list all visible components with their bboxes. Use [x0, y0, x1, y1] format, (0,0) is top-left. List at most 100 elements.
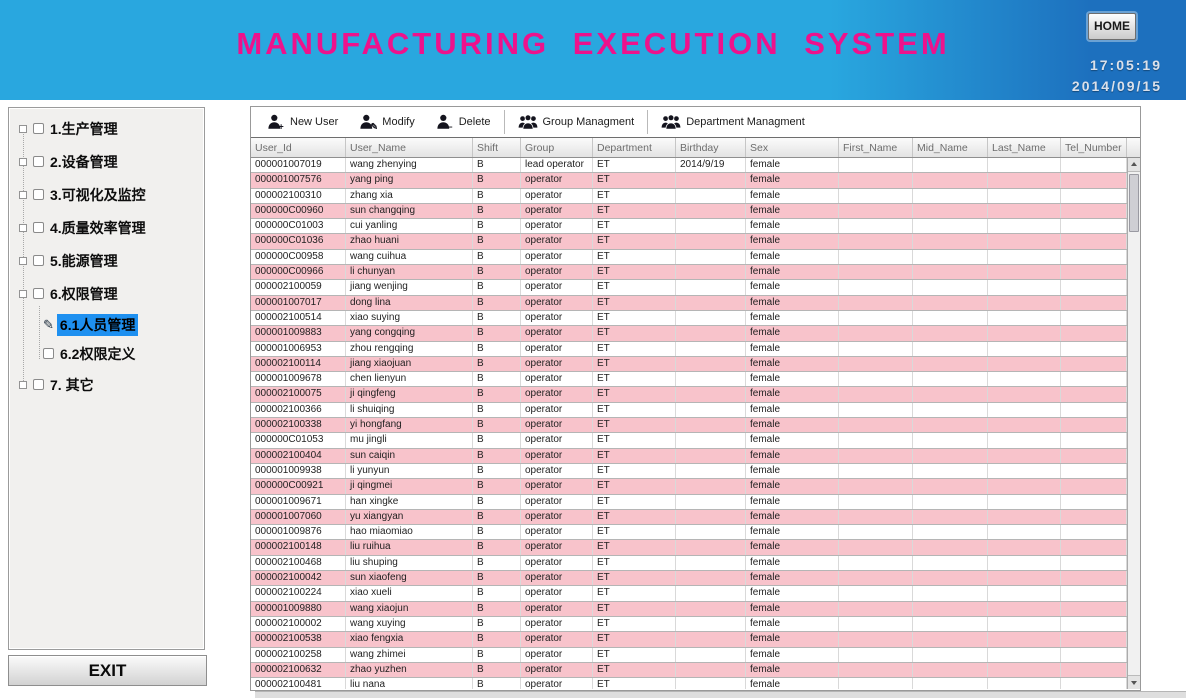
sidebar-item-6[interactable]: 6.权限管理: [19, 277, 204, 310]
tree-expander-icon[interactable]: [19, 380, 27, 389]
toolbar-button-group-managment[interactable]: Group Managment: [507, 107, 646, 137]
column-header-first_name[interactable]: First_Name: [839, 138, 913, 157]
tree-expander-icon[interactable]: [19, 124, 27, 133]
column-header-tel_number[interactable]: Tel_Number: [1061, 138, 1127, 157]
tree-expander-icon[interactable]: [19, 223, 27, 232]
cell-birthday: [676, 647, 746, 662]
cell-shift: B: [473, 647, 521, 662]
cell-group: operator: [521, 356, 593, 372]
cell-group: operator: [521, 678, 593, 689]
column-header-mid_name[interactable]: Mid_Name: [913, 138, 988, 157]
cell-user_name: zhou rengqing: [346, 341, 473, 356]
sidebar-item-1[interactable]: 1.生产管理: [19, 112, 204, 145]
column-header-last_name[interactable]: Last_Name: [988, 138, 1061, 157]
cell-user_id: 000002100404: [251, 448, 346, 463]
cell-group: operator: [521, 341, 593, 356]
cell-sex: female: [746, 203, 839, 219]
sidebar-item-4[interactable]: 4.质量效率管理: [19, 211, 204, 244]
toolbar-button-new-user[interactable]: + New User: [257, 107, 349, 137]
tree-expander-icon[interactable]: [19, 190, 27, 199]
column-header-group[interactable]: Group: [521, 138, 593, 157]
cell-mid_name: [913, 433, 988, 448]
column-header-shift[interactable]: Shift: [473, 138, 521, 157]
cell-tel_number: [1061, 265, 1127, 280]
cell-sex: female: [746, 662, 839, 678]
cell-group: operator: [521, 647, 593, 662]
toolbar-button-modify[interactable]: ✎ Modify: [349, 107, 425, 137]
scroll-down-arrow-icon[interactable]: [1128, 675, 1140, 689]
tree-node-icon: [33, 379, 44, 390]
home-button[interactable]: HOME: [1088, 13, 1136, 40]
column-header-user_name[interactable]: User_Name: [346, 138, 473, 157]
sidebar-item-2[interactable]: 2.设备管理: [19, 145, 204, 178]
sidebar-item-7[interactable]: ✎ 6.1人员管理: [19, 310, 204, 339]
tree-expander-icon[interactable]: [19, 289, 27, 298]
cell-birthday: [676, 616, 746, 632]
column-header-department[interactable]: Department: [593, 138, 676, 157]
vertical-scrollbar[interactable]: [1127, 158, 1140, 689]
sidebar-item-9[interactable]: 7. 其它: [19, 368, 204, 401]
tree-expander-icon[interactable]: [19, 256, 27, 265]
exit-button[interactable]: EXIT: [8, 655, 207, 686]
cell-department: ET: [593, 433, 676, 448]
cell-department: ET: [593, 678, 676, 689]
cell-user_id: 000002100338: [251, 418, 346, 433]
scroll-up-arrow-icon[interactable]: [1128, 158, 1140, 172]
horizontal-scrollbar[interactable]: [255, 691, 1186, 698]
cell-user_name: zhao huani: [346, 234, 473, 249]
cell-first_name: [839, 647, 913, 662]
tree-expander-icon[interactable]: [19, 157, 27, 166]
toolbar-button-delete[interactable]: – Delete: [426, 107, 502, 137]
column-header-birthday[interactable]: Birthday: [676, 138, 746, 157]
cell-shift: B: [473, 188, 521, 203]
column-header-user_id[interactable]: User_Id: [251, 138, 346, 157]
cell-first_name: [839, 265, 913, 280]
toolbar-button-department-managment[interactable]: Department Managment: [650, 107, 816, 137]
scrollbar-thumb[interactable]: [1129, 174, 1139, 232]
sidebar-item-8[interactable]: 6.2权限定义: [19, 339, 204, 368]
sidebar-item-3[interactable]: 3.可视化及监控: [19, 178, 204, 211]
sidebar-item-5[interactable]: 5.能源管理: [19, 244, 204, 277]
cell-sex: female: [746, 433, 839, 448]
cell-mid_name: [913, 280, 988, 295]
svg-text:+: +: [279, 122, 284, 130]
cell-sex: female: [746, 571, 839, 586]
sidebar-panel: 1.生产管理 2.设备管理 3.可视化及监控 4.质量效率管理 5.能源管理 6.权限管理…: [8, 107, 205, 650]
column-header-sex[interactable]: Sex: [746, 138, 839, 157]
